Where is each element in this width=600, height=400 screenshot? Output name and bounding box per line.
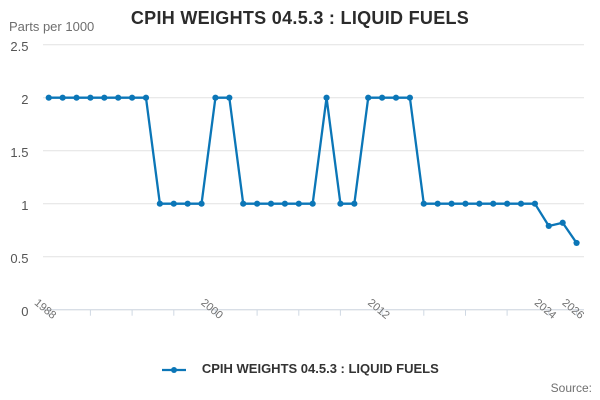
- svg-text:2024: 2024: [532, 297, 558, 322]
- svg-text:2000: 2000: [199, 297, 225, 322]
- svg-text:1: 1: [21, 198, 28, 213]
- svg-text:1.5: 1.5: [10, 145, 28, 160]
- svg-text:2: 2: [21, 92, 28, 107]
- svg-text:2026: 2026: [560, 297, 586, 322]
- svg-text:2012: 2012: [365, 297, 391, 322]
- svg-text:0.5: 0.5: [10, 251, 28, 266]
- svg-text:0: 0: [21, 304, 28, 319]
- svg-text:2.5: 2.5: [10, 39, 28, 54]
- svg-text:1988: 1988: [32, 297, 58, 322]
